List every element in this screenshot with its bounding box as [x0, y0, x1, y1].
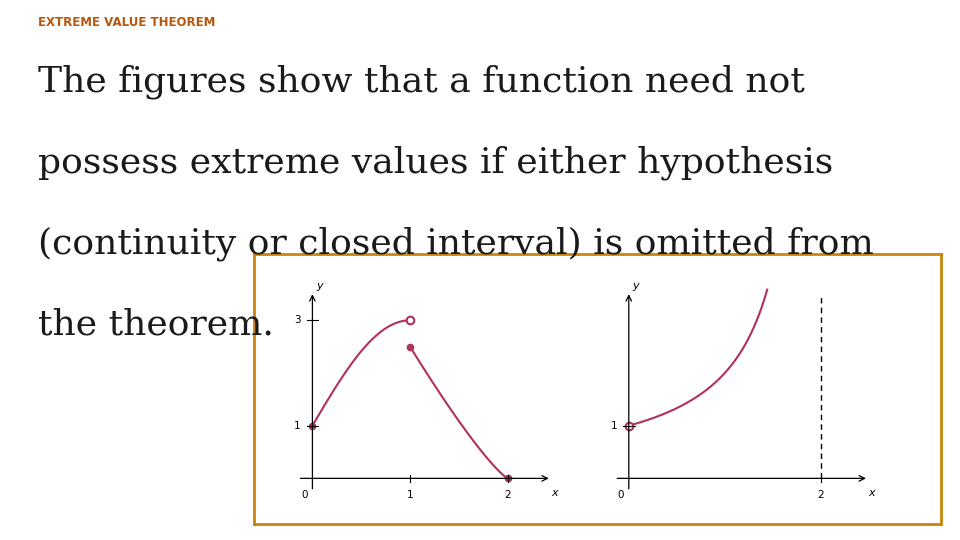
- Text: 1: 1: [611, 421, 617, 431]
- Text: 0: 0: [618, 490, 624, 500]
- Text: the theorem.: the theorem.: [38, 308, 275, 342]
- Text: y: y: [316, 281, 323, 292]
- Text: (continuity or closed interval) is omitted from: (continuity or closed interval) is omitt…: [38, 227, 875, 261]
- Text: 3: 3: [294, 315, 300, 325]
- Text: 2: 2: [818, 490, 824, 500]
- Text: EXTREME VALUE THEOREM: EXTREME VALUE THEOREM: [38, 16, 216, 29]
- Text: x: x: [551, 488, 558, 498]
- Text: The figures show that a function need not: The figures show that a function need no…: [38, 65, 805, 99]
- Text: 1: 1: [407, 490, 414, 500]
- Text: 1: 1: [294, 421, 300, 431]
- Text: 0: 0: [301, 490, 308, 500]
- Text: x: x: [869, 488, 875, 498]
- Text: y: y: [633, 281, 638, 292]
- Text: possess extreme values if either hypothesis: possess extreme values if either hypothe…: [38, 146, 833, 180]
- Text: 2: 2: [504, 490, 511, 500]
